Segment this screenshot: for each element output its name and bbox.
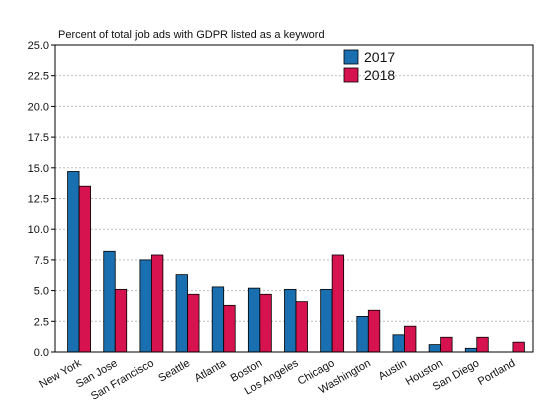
bar-2018 [440,336,453,353]
legend: 2017 2018 [343,49,395,83]
chart-title: Percent of total job ads with GDPR liste… [58,29,325,41]
bar-2018 [114,288,128,353]
bar-2017 [139,259,152,353]
y-tick-label: 25.0 [28,40,49,52]
bar-2017 [464,347,478,353]
bar-2018 [78,185,91,353]
bar-2017 [320,288,333,353]
bar-2018 [150,254,164,353]
y-tick-label: 17.5 [28,132,49,144]
x-tick-label: San Francisco [89,357,156,403]
bar-2017 [428,344,442,353]
legend-label-2018: 2018 [364,67,395,83]
y-tick-label: 12.5 [28,194,49,206]
bar-2017 [284,288,297,353]
bar-2018 [476,336,489,353]
bar-2018 [331,254,345,353]
bar-2017 [247,287,261,353]
y-tick-label: 22.5 [28,71,49,83]
y-tick-label: 10.0 [28,224,49,236]
bar-2018 [512,341,525,353]
bar-2018 [223,304,236,353]
bar-2017 [175,274,188,353]
bar-2017 [392,334,405,353]
y-tick-label: 20.0 [28,101,49,113]
bar-2018 [367,309,381,353]
y-tick-label: 2.5 [34,316,49,328]
bar-2017 [103,250,116,353]
x-tick-label: Seattle [156,357,192,385]
y-tick-label: 5.0 [34,286,49,298]
gridlines [55,75,533,322]
bar-2018 [404,325,417,353]
bar-2018 [295,301,308,353]
bar-2017 [67,171,80,353]
bar-2018 [187,293,200,353]
legend-swatch-2018 [343,67,359,83]
y-tick-label: 7.5 [34,255,49,267]
x-tick-label: Portland [476,357,517,388]
y-axis-ticks: 0.0 2.5 5.0 7.5 10.0 12.5 15.0 17.5 20.0 22.5 25.0 [28,40,55,359]
bar-2017 [356,315,369,353]
legend-label-2017: 2017 [364,49,395,65]
legend-swatch-2017 [343,49,359,65]
bar-2018 [259,293,272,353]
x-tick-label: Atlanta [193,357,229,385]
bar-2017 [211,286,225,353]
plot-frame [54,44,534,353]
y-tick-label: 0.0 [34,347,49,359]
y-tick-label: 15.0 [28,163,49,175]
